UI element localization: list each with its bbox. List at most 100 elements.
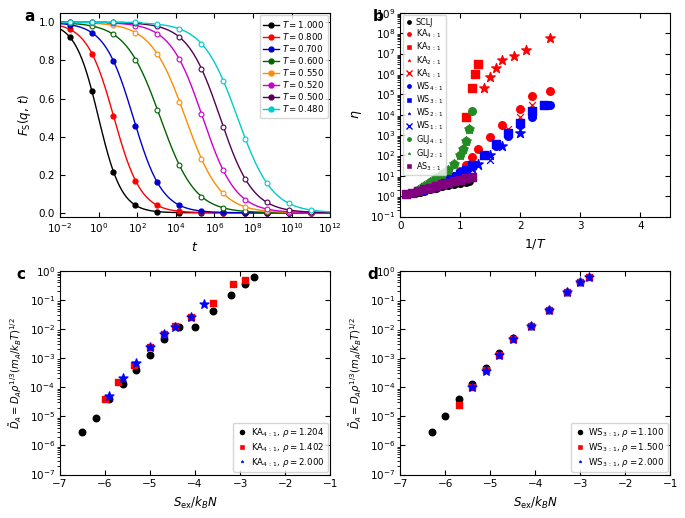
Point xyxy=(145,351,155,359)
Legend: $T = 1.000$, $T = 0.800$, $T = 0.700$, $T = 0.600$, $T = 0.550$, $T = 0.520$, $T: $T = 1.000$, $T = 0.800$, $T = 0.700$, $… xyxy=(260,16,327,118)
Point xyxy=(449,160,460,168)
Point xyxy=(426,427,437,436)
Point xyxy=(527,101,538,109)
Point xyxy=(490,141,501,150)
Point xyxy=(185,313,196,322)
Point xyxy=(431,178,442,186)
Point xyxy=(443,176,453,184)
Point xyxy=(425,180,436,188)
Point xyxy=(527,92,538,100)
Point xyxy=(248,273,259,281)
X-axis label: $S_{\rm ex}/k_BN$: $S_{\rm ex}/k_BN$ xyxy=(173,495,218,511)
Point xyxy=(527,107,538,116)
Point xyxy=(473,162,484,170)
Point xyxy=(443,180,453,188)
Point xyxy=(514,130,525,138)
Legend: WS$_{3\,:\,1}$, $\rho = 1.100$, WS$_{3\,:\,1}$, $\rho = 1.500$, WS$_{3\,:\,1}$, : WS$_{3\,:\,1}$, $\rho = 1.100$, WS$_{3\,… xyxy=(571,423,668,472)
Point xyxy=(466,383,477,392)
Point xyxy=(497,55,508,64)
Point xyxy=(131,366,142,374)
Point xyxy=(104,395,115,403)
Point xyxy=(443,174,453,182)
Point xyxy=(90,413,101,422)
Point xyxy=(479,151,490,160)
Point xyxy=(461,137,472,146)
Point xyxy=(425,178,436,186)
Point xyxy=(479,84,490,92)
Point xyxy=(239,276,250,284)
Point xyxy=(464,125,475,133)
Point xyxy=(539,101,550,109)
Point xyxy=(461,178,472,186)
Point xyxy=(466,162,477,170)
Point xyxy=(494,349,505,357)
Point xyxy=(431,174,442,182)
Point xyxy=(543,306,554,314)
Point xyxy=(494,351,505,359)
Point xyxy=(455,170,466,178)
Point xyxy=(575,278,586,286)
Point xyxy=(485,73,496,81)
Point xyxy=(419,182,429,191)
Point xyxy=(99,395,110,403)
Point xyxy=(508,334,519,342)
Point xyxy=(412,186,423,194)
Point xyxy=(561,289,572,297)
Point xyxy=(455,166,466,175)
Point xyxy=(455,176,466,184)
X-axis label: $S_{\rm ex}/k_BN$: $S_{\rm ex}/k_BN$ xyxy=(513,495,558,511)
Point xyxy=(169,322,180,330)
Point xyxy=(443,176,453,184)
Point xyxy=(455,151,466,160)
Point xyxy=(113,378,124,386)
Point xyxy=(503,132,514,140)
Point xyxy=(437,180,448,189)
Point xyxy=(461,166,472,175)
Point xyxy=(131,358,142,367)
Point xyxy=(190,323,201,331)
Point xyxy=(466,172,477,181)
Point xyxy=(503,125,514,133)
Point xyxy=(497,121,508,130)
Point xyxy=(449,180,460,188)
Point xyxy=(561,289,572,297)
Point xyxy=(458,145,469,153)
Point xyxy=(575,278,586,286)
Point xyxy=(461,166,472,175)
Point xyxy=(485,151,496,160)
Point xyxy=(455,170,466,178)
Point xyxy=(208,298,219,307)
Point xyxy=(466,161,477,169)
Point xyxy=(525,322,536,330)
Point xyxy=(449,176,460,184)
Point xyxy=(412,186,423,194)
Point xyxy=(412,186,423,194)
Point xyxy=(584,273,595,281)
Point xyxy=(437,176,448,184)
Text: c: c xyxy=(16,267,26,282)
Point xyxy=(414,188,425,196)
Point xyxy=(514,119,525,127)
Point xyxy=(464,125,475,133)
Point xyxy=(545,101,556,109)
Point xyxy=(443,166,453,174)
Point xyxy=(490,139,501,147)
Point xyxy=(508,335,519,343)
Point xyxy=(419,185,429,193)
Point xyxy=(145,342,155,351)
Point xyxy=(561,289,572,297)
Point xyxy=(419,186,429,195)
Point xyxy=(419,182,429,191)
Point xyxy=(543,306,554,314)
Point xyxy=(431,180,442,188)
Point xyxy=(503,130,514,138)
Point xyxy=(437,170,448,178)
Point xyxy=(461,161,472,169)
Point xyxy=(77,427,88,436)
Point xyxy=(437,178,448,186)
Point xyxy=(480,366,491,374)
Text: d: d xyxy=(368,267,379,282)
Point xyxy=(443,179,453,187)
Point xyxy=(410,189,421,197)
Point xyxy=(437,180,448,188)
